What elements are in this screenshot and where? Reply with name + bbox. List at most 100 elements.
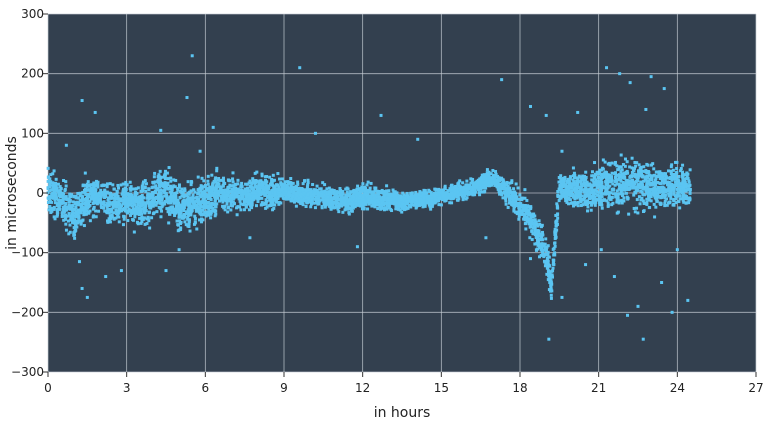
data-point xyxy=(332,200,336,204)
data-point xyxy=(158,182,162,186)
data-point xyxy=(214,202,218,206)
data-point xyxy=(192,222,196,226)
data-point xyxy=(105,182,109,186)
data-point xyxy=(213,178,217,182)
data-point xyxy=(461,181,465,185)
data-point xyxy=(453,189,457,193)
data-point xyxy=(77,210,81,214)
data-point xyxy=(172,178,176,182)
data-point xyxy=(591,199,595,203)
data-point xyxy=(186,217,190,221)
data-point xyxy=(600,181,604,184)
data-point xyxy=(111,193,115,197)
data-point xyxy=(620,198,624,202)
data-point xyxy=(445,191,449,195)
data-point xyxy=(638,186,642,190)
data-point xyxy=(669,196,673,200)
data-point xyxy=(187,209,191,213)
data-point xyxy=(277,185,281,189)
data-point xyxy=(163,188,167,192)
data-point xyxy=(546,250,550,254)
data-point xyxy=(675,177,679,181)
data-point xyxy=(456,194,460,198)
data-point xyxy=(510,202,514,206)
data-point xyxy=(619,174,623,178)
data-point xyxy=(178,207,182,210)
data-point xyxy=(222,198,226,202)
data-point xyxy=(491,173,495,177)
data-point xyxy=(619,188,623,192)
data-point xyxy=(545,256,549,260)
data-point xyxy=(421,205,425,209)
data-point xyxy=(661,191,665,195)
data-point xyxy=(635,206,639,210)
data-point xyxy=(375,189,379,193)
data-point xyxy=(633,161,637,165)
data-point xyxy=(320,205,324,209)
data-point xyxy=(221,178,225,182)
data-point xyxy=(682,197,686,201)
data-point xyxy=(49,188,53,192)
data-point xyxy=(393,192,397,196)
data-point xyxy=(642,165,646,169)
data-point xyxy=(462,196,466,200)
data-point xyxy=(604,189,608,193)
data-point xyxy=(641,192,645,196)
data-point xyxy=(329,191,333,195)
data-point xyxy=(198,218,202,222)
data-point xyxy=(513,190,517,194)
data-point xyxy=(209,206,213,210)
data-point xyxy=(121,223,125,227)
data-point xyxy=(616,198,620,202)
data-point xyxy=(549,289,553,293)
data-point xyxy=(419,194,423,198)
data-point xyxy=(538,222,542,226)
data-point xyxy=(290,196,294,200)
data-point xyxy=(256,197,260,201)
data-point xyxy=(253,181,257,185)
data-point xyxy=(533,225,537,229)
data-point xyxy=(437,203,441,207)
data-point xyxy=(228,190,232,194)
data-point xyxy=(236,205,240,209)
data-point xyxy=(568,176,572,180)
data-point xyxy=(542,248,546,252)
data-point xyxy=(65,197,69,201)
data-point xyxy=(550,273,554,277)
data-point xyxy=(574,182,578,186)
data-point xyxy=(46,191,50,195)
data-point xyxy=(681,171,685,175)
data-point xyxy=(585,180,589,184)
data-point xyxy=(554,213,558,217)
data-point xyxy=(117,200,121,204)
data-point xyxy=(247,181,251,185)
data-point xyxy=(619,165,623,169)
data-point xyxy=(521,204,525,208)
data-point xyxy=(601,198,605,202)
data-point xyxy=(46,196,50,200)
data-point xyxy=(611,192,615,196)
data-point xyxy=(159,184,163,188)
data-point xyxy=(154,191,158,195)
data-point xyxy=(297,199,301,203)
data-point xyxy=(613,180,617,184)
data-point xyxy=(565,179,569,183)
data-point xyxy=(331,205,335,209)
data-point xyxy=(306,198,310,202)
data-point xyxy=(174,178,178,182)
data-point xyxy=(633,166,637,170)
data-point xyxy=(266,194,270,198)
data-point xyxy=(559,190,563,194)
data-point xyxy=(537,243,541,247)
data-point xyxy=(465,186,469,190)
data-point xyxy=(133,192,137,196)
data-point xyxy=(628,179,632,183)
data-point xyxy=(558,184,562,188)
data-point xyxy=(394,207,398,211)
data-point xyxy=(430,204,434,208)
data-point xyxy=(56,182,60,186)
data-point xyxy=(350,209,354,213)
data-point xyxy=(600,203,604,207)
data-point xyxy=(410,203,414,206)
data-point xyxy=(106,207,110,211)
